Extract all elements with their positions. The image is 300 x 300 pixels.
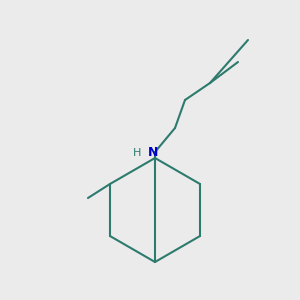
Text: N: N <box>148 146 158 158</box>
Text: H: H <box>133 148 141 158</box>
